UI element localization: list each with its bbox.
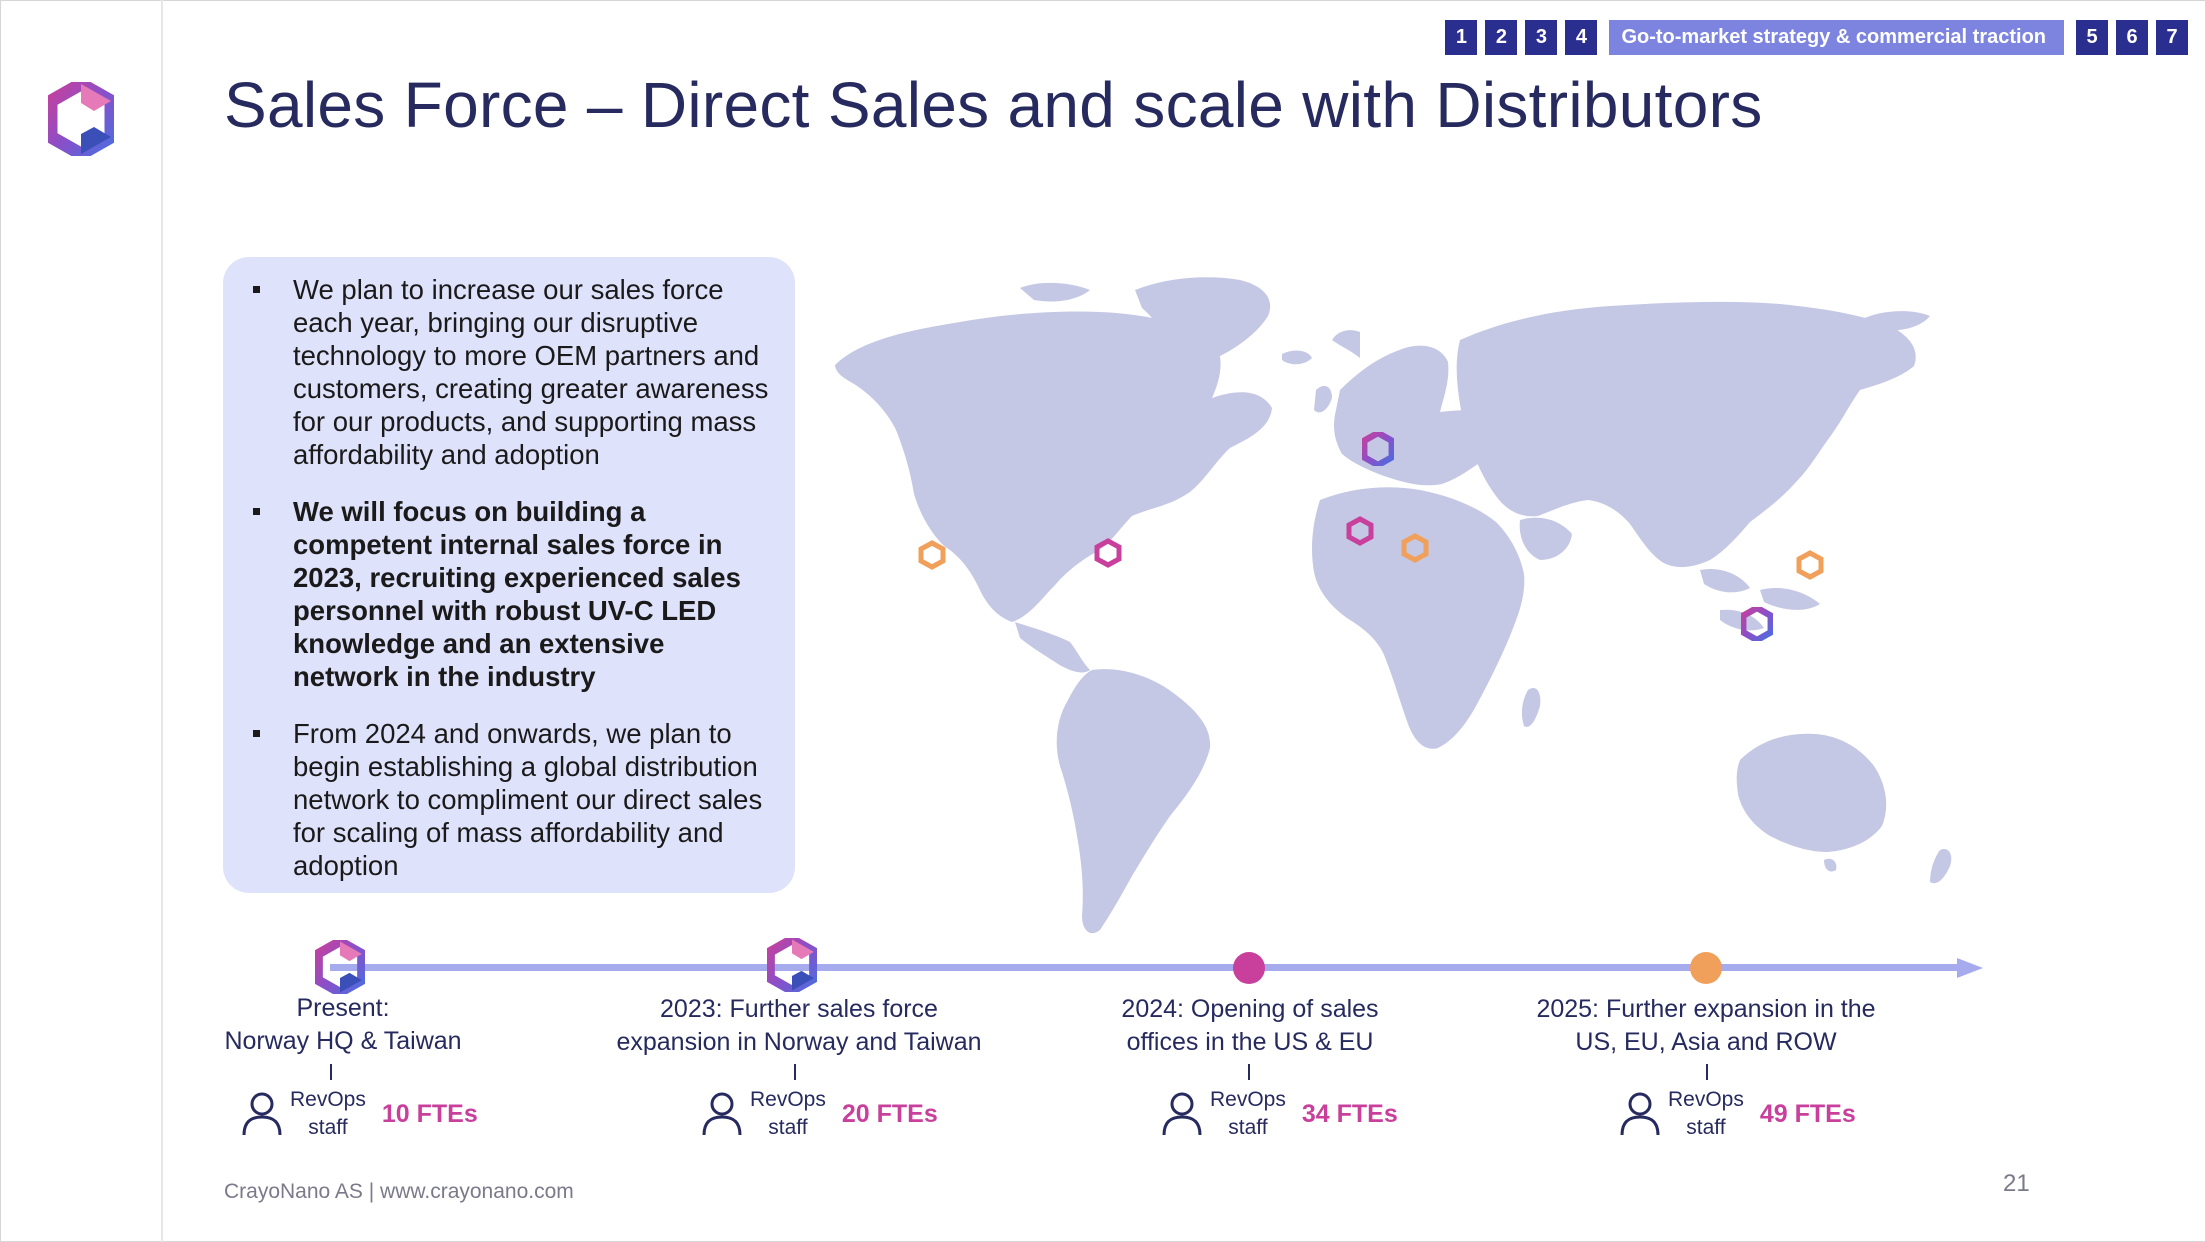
map-marker-taiwan-icon xyxy=(1741,607,1773,641)
milestone-tick xyxy=(794,1064,796,1080)
fte-count: 10 FTEs xyxy=(381,1099,478,1128)
nav-page-4[interactable]: 4 xyxy=(1565,20,1598,55)
north-america-shape xyxy=(835,311,1272,622)
page-number: 21 xyxy=(2003,1170,2030,1197)
asia-shape xyxy=(1456,301,1916,568)
milestone-line2: Norway HQ & Taiwan xyxy=(224,1027,462,1055)
revops-label: RevOps staff xyxy=(290,1088,366,1139)
south-america-shape xyxy=(1056,669,1211,934)
map-marker-japan-icon xyxy=(1796,550,1824,580)
revops-label: RevOps staff xyxy=(750,1088,826,1139)
strategy-textbox: We plan to increase our sales force each… xyxy=(223,257,795,893)
milestone-tick xyxy=(1248,1064,1250,1080)
europe-shape xyxy=(1334,345,1505,486)
milestone-2023-label: 2023: Further sales force expansion in N… xyxy=(599,993,999,1059)
bullet-item: From 2024 and onwards, we plan to begin … xyxy=(251,717,771,882)
nav-page-7[interactable]: 7 xyxy=(2156,20,2188,55)
bullet-item-bold: We will focus on building a competent in… xyxy=(251,495,771,693)
revops-label: RevOps staff xyxy=(1668,1088,1744,1139)
timeline-arrow-icon xyxy=(1957,958,1983,978)
milestone-present-label: Present: Norway HQ & Taiwan xyxy=(193,992,493,1058)
person-icon xyxy=(702,1092,742,1136)
milestone-tick xyxy=(1706,1064,1708,1080)
bullet-item: We plan to increase our sales force each… xyxy=(251,273,771,471)
map-marker-europe-west-icon xyxy=(1346,516,1374,546)
map-marker-us-west-icon xyxy=(918,540,946,570)
greenland-shape xyxy=(1135,277,1271,361)
nav-page-3[interactable]: 3 xyxy=(1525,20,1558,55)
nav-page-2[interactable]: 2 xyxy=(1485,20,1518,55)
milestone-line1: 2023: Further sales force xyxy=(660,995,938,1023)
footer-company-link[interactable]: CrayoNano AS | www.crayonano.com xyxy=(224,1180,574,1203)
timeline-marker-present-icon xyxy=(315,940,365,994)
milestone-line2: expansion in Norway and Taiwan xyxy=(616,1028,982,1056)
australia-shape xyxy=(1736,733,1887,852)
staff-count-2025: RevOps staff 49 FTEs xyxy=(1618,1086,1856,1142)
timeline-marker-2025-dot xyxy=(1690,952,1722,984)
milestone-line1: 2025: Further expansion in the xyxy=(1536,995,1876,1023)
map-marker-norway-icon xyxy=(1362,432,1394,466)
nav-current-section[interactable]: Go-to-market strategy & commercial tract… xyxy=(1609,20,2064,55)
africa-shape xyxy=(1312,487,1525,749)
staff-count-2024: RevOps staff 34 FTEs xyxy=(1160,1086,1398,1142)
nav-page-6[interactable]: 6 xyxy=(2116,20,2148,55)
fte-count: 20 FTEs xyxy=(841,1099,938,1128)
person-icon xyxy=(242,1092,282,1136)
milestone-line1: 2024: Opening of sales xyxy=(1121,995,1379,1023)
milestone-line2: US, EU, Asia and ROW xyxy=(1575,1028,1837,1056)
section-navigation: 1 2 3 4 Go-to-market strategy & commerci… xyxy=(1445,20,2188,55)
milestone-2024-label: 2024: Opening of sales offices in the US… xyxy=(1100,993,1400,1059)
fte-count: 49 FTEs xyxy=(1759,1099,1856,1128)
timeline-line xyxy=(330,964,1960,971)
staff-count-present: RevOps staff 10 FTEs xyxy=(240,1086,478,1142)
left-divider xyxy=(161,0,163,1242)
milestone-line1: Present: xyxy=(296,994,390,1022)
milestone-line2: offices in the US & EU xyxy=(1126,1028,1374,1056)
crayonano-logo-icon xyxy=(48,82,114,156)
world-map xyxy=(835,277,1952,934)
person-icon xyxy=(1620,1092,1660,1136)
fte-count: 34 FTEs xyxy=(1301,1099,1398,1128)
map-marker-us-east-icon xyxy=(1094,538,1122,568)
map-marker-europe-east-icon xyxy=(1401,533,1429,563)
slide-title: Sales Force – Direct Sales and scale wit… xyxy=(224,69,1763,141)
nav-page-1[interactable]: 1 xyxy=(1445,20,1478,55)
staff-count-2023: RevOps staff 20 FTEs xyxy=(700,1086,938,1142)
timeline-marker-2023-icon xyxy=(767,938,817,992)
milestone-tick xyxy=(330,1064,332,1080)
person-icon xyxy=(1162,1092,1202,1136)
milestone-2025-label: 2025: Further expansion in the US, EU, A… xyxy=(1526,993,1886,1059)
revops-label: RevOps staff xyxy=(1210,1088,1286,1139)
timeline-marker-2024-dot xyxy=(1233,952,1265,984)
nav-page-5[interactable]: 5 xyxy=(2076,20,2108,55)
